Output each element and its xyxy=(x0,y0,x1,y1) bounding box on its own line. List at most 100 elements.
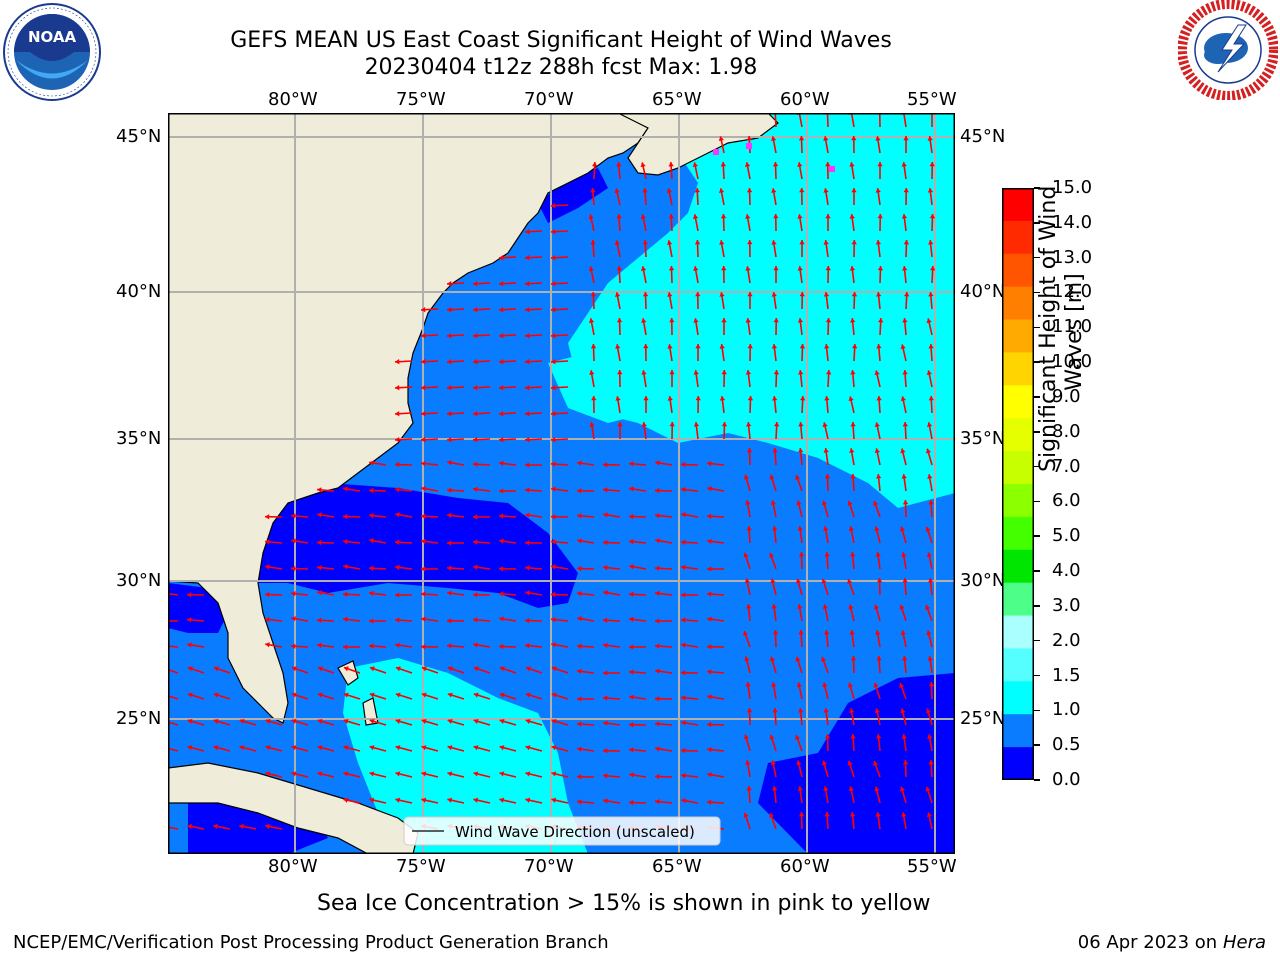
direction-arrowhead xyxy=(629,722,634,728)
direction-arrowhead xyxy=(823,708,829,713)
direction-arrowhead xyxy=(849,266,856,271)
direction-arrowhead xyxy=(343,616,348,623)
direction-arrowhead xyxy=(395,461,400,468)
lon-label-bottom: 70°W xyxy=(524,856,574,877)
colorbar-segment xyxy=(1002,188,1034,222)
direction-arrowhead xyxy=(615,344,621,349)
direction-arrowhead xyxy=(900,630,906,636)
direction-arrowhead xyxy=(473,486,478,493)
direction-arrowhead xyxy=(927,188,934,193)
direction-arrowhead xyxy=(925,605,931,610)
direction-arrowhead xyxy=(642,188,648,193)
direction-arrowhead xyxy=(744,656,750,662)
direction-arrowhead xyxy=(900,396,906,402)
lon-label-bottom: 75°W xyxy=(396,856,446,877)
lat-label-right: 35°N xyxy=(960,428,1006,449)
direction-arrowhead xyxy=(265,564,270,570)
direction-arrowhead xyxy=(851,292,858,297)
direction-arrowhead xyxy=(873,682,879,688)
direction-arrowhead xyxy=(447,540,452,546)
direction-arrowhead xyxy=(525,384,530,391)
direction-arrowhead xyxy=(875,630,881,635)
cyan-region-northeast xyxy=(568,113,955,508)
direction-arrowhead xyxy=(850,422,856,427)
colorbar-tick-mark xyxy=(1034,361,1040,363)
map-frame xyxy=(168,113,955,854)
direction-arrowhead xyxy=(769,474,775,480)
wind-wave-direction-arrows xyxy=(168,113,936,832)
direction-arrowhead xyxy=(588,214,594,220)
direction-arrowhead xyxy=(499,306,504,313)
direction-arrowhead xyxy=(343,797,349,803)
direction-arrowhead xyxy=(875,136,881,141)
direction-arrowhead xyxy=(655,773,660,780)
direction-arrowhead xyxy=(797,786,803,791)
direction-arrowhead xyxy=(692,162,698,168)
direction-arrowhead xyxy=(928,344,934,349)
direction-arrowhead xyxy=(667,396,673,401)
direction-arrowhead xyxy=(577,774,582,780)
colorbar-segment xyxy=(1002,516,1034,551)
direction-arrowhead xyxy=(681,720,686,726)
direction-arrowhead xyxy=(796,500,802,506)
direction-arrowhead xyxy=(720,162,727,167)
direction-arrowhead xyxy=(797,318,804,323)
direction-arrowhead xyxy=(641,318,647,323)
direction-arrowhead xyxy=(473,280,478,287)
direction-arrowhead xyxy=(681,747,686,754)
direction-arrowhead xyxy=(797,526,803,531)
direction-arrowhead xyxy=(799,344,806,349)
direction-arrowhead xyxy=(719,344,725,349)
direction-arrowhead xyxy=(525,358,530,365)
chart-title: GEFS MEAN US East Coast Significant Heig… xyxy=(230,28,892,53)
direction-arrowhead xyxy=(588,266,594,272)
colorbar-tick-label: 0.0 xyxy=(1052,769,1081,790)
direction-arrowhead xyxy=(265,745,271,751)
direction-arrowhead xyxy=(929,266,936,271)
direction-arrowhead xyxy=(901,162,907,167)
direction-arrowhead xyxy=(187,745,193,751)
direction-arrowhead xyxy=(746,188,753,193)
direction-arrowhead xyxy=(877,214,883,219)
direction-arrowhead xyxy=(395,642,400,648)
direction-arrowhead xyxy=(823,786,829,791)
colorbar-tick-mark xyxy=(1034,535,1040,537)
direction-arrowhead xyxy=(745,682,751,687)
direction-arrowhead xyxy=(824,734,831,739)
direction-arrowhead xyxy=(421,566,426,572)
direction-arrowhead xyxy=(797,448,804,453)
direction-arrowhead xyxy=(447,590,452,596)
direction-arrowhead xyxy=(603,590,608,596)
direction-arrowhead xyxy=(187,617,192,623)
direction-arrowhead xyxy=(695,396,701,401)
direction-arrowhead xyxy=(848,526,854,532)
colorbar-segment xyxy=(1002,418,1034,452)
direction-arrowhead xyxy=(743,812,749,818)
direction-arrowhead xyxy=(770,578,776,584)
colorbar-tick-mark xyxy=(1034,605,1040,607)
direction-arrowhead xyxy=(823,344,830,349)
direction-arrowhead xyxy=(421,306,426,313)
direction-arrowhead xyxy=(902,370,908,375)
direction-arrowhead xyxy=(551,202,556,209)
direction-arrowhead xyxy=(681,642,686,648)
direction-arrowhead xyxy=(343,692,349,698)
direction-arrowhead xyxy=(849,448,855,453)
direction-arrowhead xyxy=(926,552,932,558)
direction-arrowhead xyxy=(773,422,780,427)
direction-arrowhead xyxy=(447,512,452,519)
direction-arrowhead xyxy=(447,460,452,466)
direction-arrowhead xyxy=(874,422,880,428)
direction-arrowhead xyxy=(395,384,400,391)
map-legend: Wind Wave Direction (unscaled) xyxy=(403,816,721,846)
direction-arrowhead xyxy=(926,370,932,376)
direction-arrowhead xyxy=(291,692,297,698)
direction-arrowhead xyxy=(746,786,752,791)
direction-arrowhead xyxy=(926,812,932,818)
direction-arrowhead xyxy=(796,682,802,688)
direction-arrowhead xyxy=(525,642,530,649)
direction-arrowhead xyxy=(822,604,828,610)
direction-arrowhead xyxy=(525,797,531,803)
direction-arrow xyxy=(168,668,179,674)
sea-ice-marker xyxy=(713,149,719,155)
